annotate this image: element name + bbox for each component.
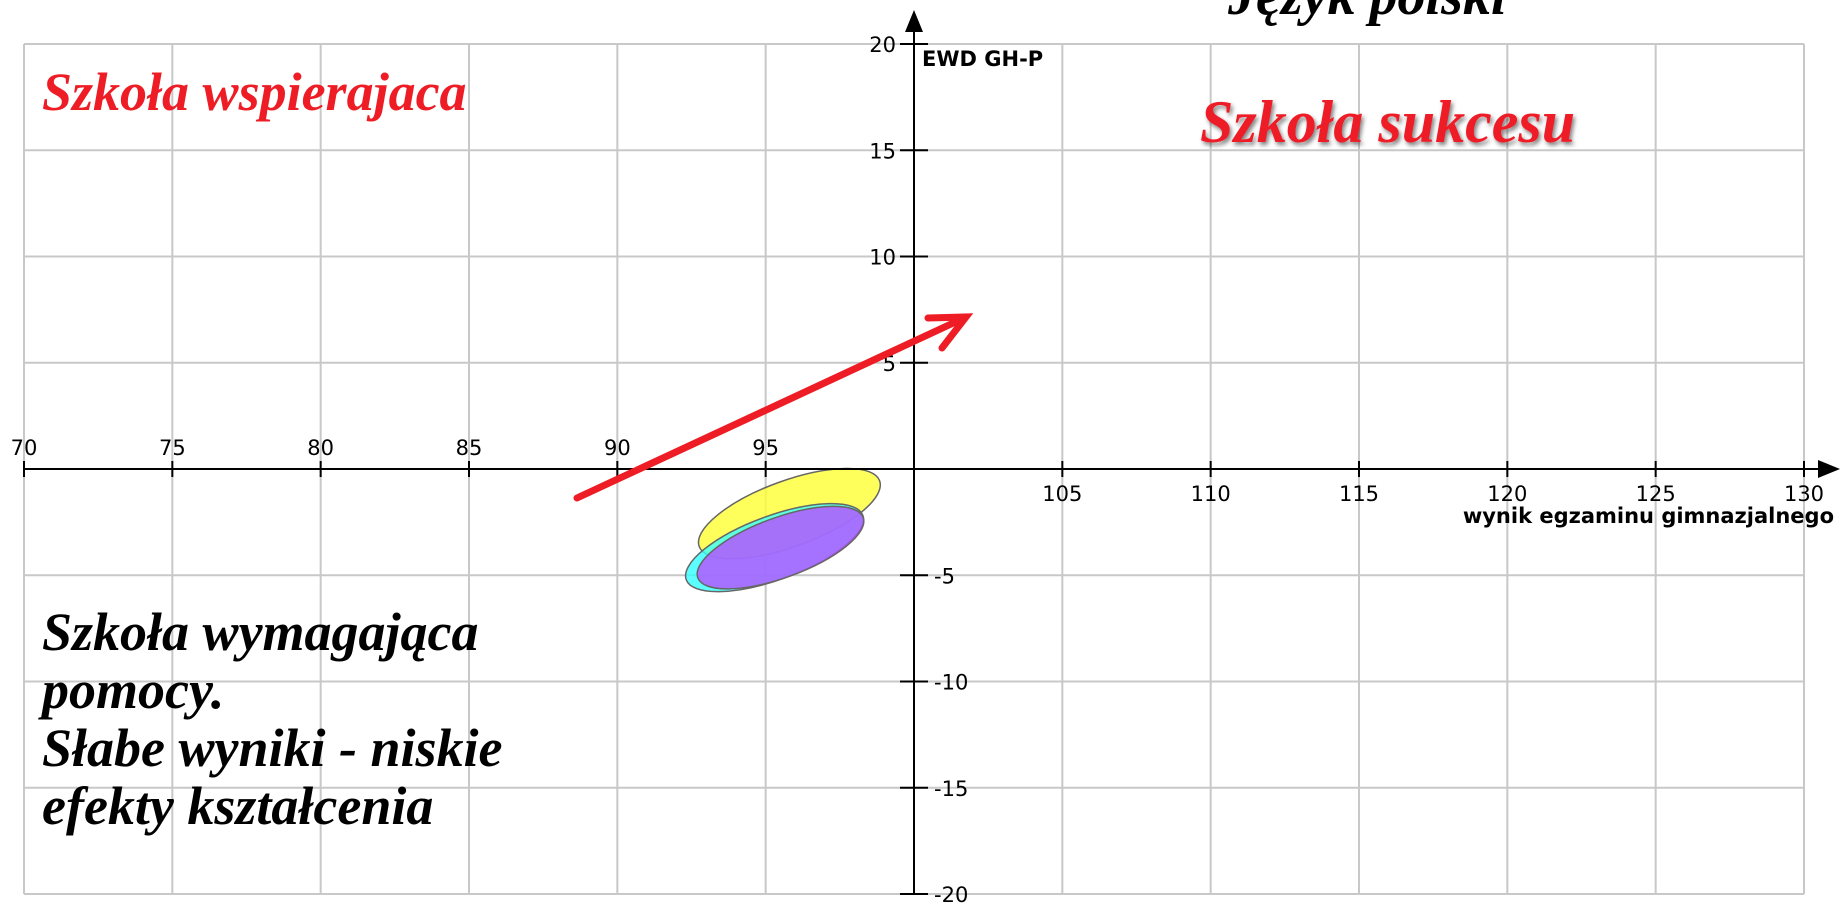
y-tick-label: -15	[934, 777, 968, 801]
x-tick-label: 70	[11, 436, 38, 460]
x-tick-label: 80	[307, 436, 334, 460]
ellipse	[696, 505, 865, 590]
x-tick-label: 110	[1191, 482, 1231, 506]
x-axis-arrow	[1818, 460, 1840, 478]
y-tick-label: 15	[869, 139, 896, 163]
y-tick-label: -5	[934, 564, 955, 588]
y-axis-arrow	[905, 10, 923, 32]
x-tick-label: 90	[604, 436, 631, 460]
y-axis-label: EWD GH-P	[922, 47, 1043, 71]
y-tick-label: -10	[934, 671, 968, 695]
y-tick-label: 10	[869, 246, 896, 270]
trend-arrow	[573, 313, 974, 502]
x-tick-label: 75	[159, 436, 186, 460]
quadrant-label: Szkoła sukcesu	[1200, 89, 1575, 155]
y-tick-label: 20	[869, 33, 896, 57]
x-tick-label: 85	[456, 436, 483, 460]
quadrant-label: pomocy.	[38, 660, 224, 720]
chart-title: Język polski	[1227, 0, 1507, 27]
x-tick-label: 115	[1339, 482, 1379, 506]
x-tick-label: 120	[1487, 482, 1527, 506]
x-tick-label: 130	[1784, 482, 1824, 506]
y-tick-label: -20	[934, 883, 968, 907]
x-tick-label: 95	[752, 436, 779, 460]
x-tick-label: 105	[1042, 482, 1082, 506]
quadrant-label: efekty kształcenia	[42, 776, 433, 836]
quadrant-label: Szkoła wymagająca	[42, 602, 479, 662]
x-axis-label: wynik egzaminu gimnazjalnego	[1463, 504, 1834, 528]
quadrant-label: Słabe wyniki - niskie	[42, 718, 503, 778]
quadrant-label: Szkoła wspierajaca	[42, 62, 467, 122]
x-tick-label: 125	[1636, 482, 1676, 506]
